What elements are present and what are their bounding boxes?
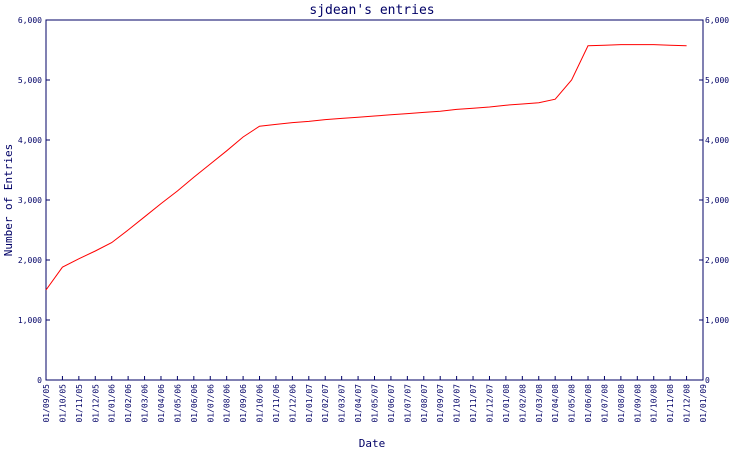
x-tick-label: 01/10/06 — [256, 384, 265, 423]
x-tick-label: 01/03/07 — [338, 384, 347, 423]
x-tick-label: 01/08/07 — [420, 384, 429, 423]
y-tick-label-left: 0 — [37, 376, 42, 385]
y-tick-label-left: 3,000 — [18, 196, 42, 205]
x-tick-label: 01/12/08 — [683, 384, 692, 423]
y-tick-label-right: 3,000 — [705, 196, 729, 205]
y-tick-label-left: 4,000 — [18, 136, 42, 145]
y-tick-label-left: 1,000 — [18, 316, 42, 325]
x-tick-label: 01/04/07 — [354, 384, 363, 423]
x-tick-label: 01/02/07 — [321, 384, 330, 423]
x-tick-label: 01/01/08 — [502, 384, 511, 423]
x-tick-label: 01/11/07 — [469, 384, 478, 423]
y-tick-label-right: 0 — [705, 376, 710, 385]
x-tick-label: 01/11/06 — [272, 384, 281, 423]
x-tick-label: 01/05/08 — [568, 384, 577, 423]
x-tick-label: 01/10/08 — [650, 384, 659, 423]
x-tick-label: 01/10/07 — [453, 384, 462, 423]
y-tick-label-right: 1,000 — [705, 316, 729, 325]
x-tick-label: 01/07/08 — [600, 384, 609, 423]
x-tick-label: 01/07/07 — [403, 384, 412, 423]
y-axis-label: Number of Entries — [2, 144, 15, 257]
x-tick-label: 01/05/07 — [371, 384, 380, 423]
x-tick-label: 01/05/06 — [173, 384, 182, 423]
x-tick-label: 01/09/05 — [42, 384, 51, 423]
x-tick-label: 01/04/08 — [551, 384, 560, 423]
x-tick-label: 01/12/06 — [288, 384, 297, 423]
x-tick-label: 01/01/09 — [699, 384, 708, 423]
y-tick-label-right: 6,000 — [705, 16, 729, 25]
x-tick-label: 01/09/08 — [633, 384, 642, 423]
x-tick-label: 01/12/07 — [485, 384, 494, 423]
series-group — [45, 44, 687, 291]
y-tick-label-right: 5,000 — [705, 76, 729, 85]
x-tick-label: 01/06/08 — [584, 384, 593, 423]
x-tick-label: 01/08/06 — [223, 384, 232, 423]
x-tick-label: 01/06/06 — [190, 384, 199, 423]
x-tick-label: 01/01/07 — [305, 384, 314, 423]
x-tick-label: 01/04/06 — [157, 384, 166, 423]
x-tick-label: 01/08/08 — [617, 384, 626, 423]
chart-title: sjdean's entries — [309, 3, 434, 18]
x-tick-label: 01/12/05 — [91, 384, 100, 423]
series-line — [45, 44, 687, 291]
y-tick-label-left: 6,000 — [18, 16, 42, 25]
ticks-group: 0 0 1,000 1,000 2,000 2,000 3,000 3,000 4,000 4,0… — [18, 16, 729, 423]
x-tick-label: 01/06/07 — [387, 384, 396, 423]
y-tick-label-left: 2,000 — [18, 256, 42, 265]
x-tick-label: 01/11/08 — [666, 384, 675, 423]
x-tick-label: 01/09/06 — [239, 384, 248, 423]
x-axis-label: Date — [359, 437, 386, 450]
x-tick-label: 01/02/06 — [124, 384, 133, 423]
x-tick-label: 01/03/06 — [141, 384, 150, 423]
x-tick-label: 01/02/08 — [518, 384, 527, 423]
x-tick-label: 01/11/05 — [75, 384, 84, 423]
x-tick-label: 01/09/07 — [436, 384, 445, 423]
x-tick-label: 01/10/05 — [58, 384, 67, 423]
y-tick-label-left: 5,000 — [18, 76, 42, 85]
y-tick-label-right: 2,000 — [705, 256, 729, 265]
x-tick-label: 01/01/06 — [108, 384, 117, 423]
y-tick-label-right: 4,000 — [705, 136, 729, 145]
x-tick-label: 01/07/06 — [206, 384, 215, 423]
axes-group — [45, 19, 704, 381]
plot-frame — [45, 19, 704, 381]
x-tick-label: 01/03/08 — [535, 384, 544, 423]
